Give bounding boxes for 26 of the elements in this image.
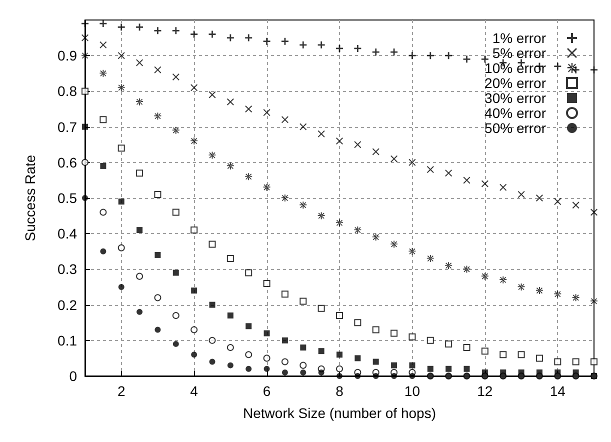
x-tick-label: 8 xyxy=(336,383,344,399)
legend-label: 50% error xyxy=(484,120,546,136)
legend-label: 1% error xyxy=(492,30,546,46)
x-tick-label: 6 xyxy=(262,383,271,399)
y-tick-label: 0 xyxy=(69,368,78,384)
y-tick-label: 0.9 xyxy=(58,48,78,64)
x-tick-label: 4 xyxy=(190,383,198,399)
y-tick-label: 0.1 xyxy=(58,332,78,348)
x-axis-title: Network Size (number of hops) xyxy=(243,405,436,421)
x-tick-label: 10 xyxy=(404,383,420,399)
y-tick-label: 0.4 xyxy=(58,226,78,242)
legend-label: 5% error xyxy=(492,45,546,61)
y-tick-label: 0.6 xyxy=(58,154,78,170)
legend-label: 40% error xyxy=(484,105,546,121)
y-tick-label: 0.5 xyxy=(58,190,78,206)
legend-label: 10% error xyxy=(484,60,546,76)
x-tick-label: 12 xyxy=(477,383,493,399)
x-tick-label: 2 xyxy=(117,383,126,399)
y-axis-title: Success Rate xyxy=(22,154,38,242)
y-tick-label: 0.8 xyxy=(58,83,78,100)
y-tick-label: 0.3 xyxy=(58,261,78,278)
legend-label: 20% error xyxy=(484,75,546,91)
legend-label: 30% error xyxy=(484,90,546,106)
y-tick-label: 0.2 xyxy=(58,296,78,313)
x-tick-label: 14 xyxy=(550,383,566,399)
y-tick-label: 0.7 xyxy=(58,118,78,135)
